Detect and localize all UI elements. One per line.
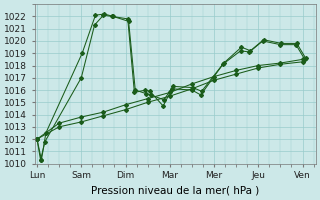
X-axis label: Pression niveau de la mer( hPa ): Pression niveau de la mer( hPa ) <box>91 186 260 196</box>
